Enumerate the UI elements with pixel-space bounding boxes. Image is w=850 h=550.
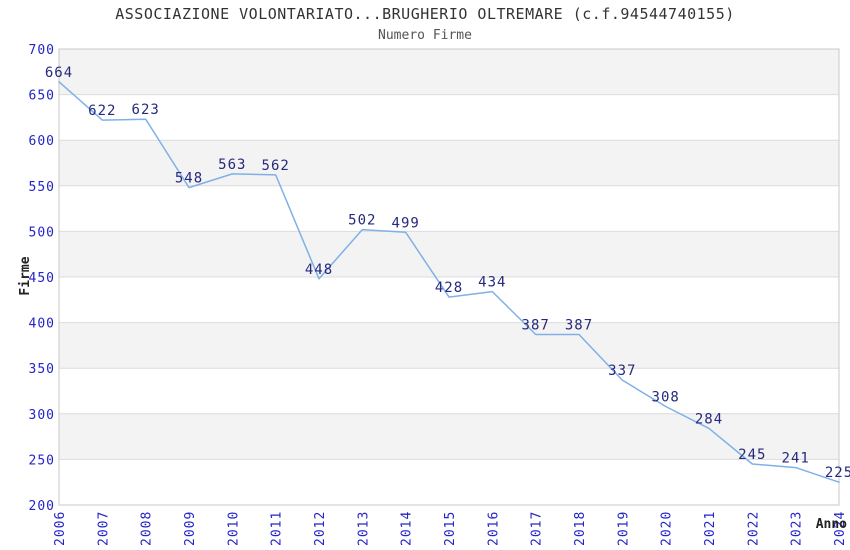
plot-band [59,459,839,505]
series-polyline [58,81,840,483]
data-label: 241 [782,451,810,467]
data-label: 308 [652,390,680,406]
data-label: 225 [825,465,850,481]
x-tick-label: 2009 [183,511,198,546]
x-tick-label: 2006 [53,511,68,546]
x-tick-label: 2024 [833,511,848,546]
x-tick-label: 2020 [660,511,675,546]
x-tick-label: 2014 [400,511,415,546]
y-tick-label: 450 [29,271,55,286]
plot-band [59,231,839,277]
data-label: 499 [392,215,420,231]
x-tick-label: 2023 [790,511,805,546]
y-tick-label: 650 [29,89,55,104]
y-tick-label: 550 [29,180,55,195]
plot-band [59,277,839,323]
series-line [58,81,840,483]
data-label: 502 [348,213,376,229]
plot-band [59,94,839,141]
x-axis-label: Anno [816,517,847,532]
data-label: 623 [132,102,160,118]
plot-border [58,48,840,506]
y-tick-label: 600 [29,134,55,149]
y-axis-tick-labels: 200 250 300 350 400 450 500 550 600 650 700 [29,43,55,514]
x-tick-label: 2018 [573,511,588,546]
x-axis-tick-labels: 2006 2007 2008 2009 2010 2011 2012 2013 2014 2015… [53,511,848,546]
data-label: 448 [305,262,333,278]
data-label: 337 [608,363,636,379]
data-label: 428 [435,280,463,296]
plot-band [59,140,839,186]
y-tick-label: 350 [29,362,55,377]
plot-band [59,49,839,95]
data-label: 387 [565,318,593,334]
data-labels: 664 622 623 548 563 562 448 502 499 428 434 387 387 3… [45,65,850,481]
data-label: 434 [478,275,506,291]
x-tick-label: 2022 [746,511,761,546]
x-tick-label: 2007 [96,511,111,546]
y-axis-label: Firme [18,256,33,295]
plot-band [59,322,839,369]
plot-bands [59,49,839,505]
data-label: 245 [738,447,766,463]
chart-subtitle: Numero Firme [378,28,472,43]
data-label: 562 [262,158,290,174]
y-tick-label: 700 [29,43,55,58]
x-tick-label: 2011 [270,511,285,546]
y-tick-label: 400 [29,317,55,332]
y-tick-label: 300 [29,408,55,423]
data-label: 563 [218,157,246,173]
x-tick-label: 2016 [486,511,501,546]
data-label: 387 [522,318,550,334]
plot-band [59,413,839,460]
data-label: 622 [88,103,116,119]
plot-band [59,368,839,414]
x-tick-label: 2010 [226,511,241,546]
plot-border-rect [58,48,840,506]
x-tick-label: 2013 [356,511,371,546]
x-tick-label: 2017 [530,511,545,546]
x-tick-label: 2019 [616,511,631,546]
x-tick-label: 2012 [313,511,328,546]
data-label: 548 [175,171,203,187]
y-tick-label: 250 [29,453,55,468]
chart-title: ASSOCIAZIONE VOLONTARIATO...BRUGHERIO OL… [115,5,735,23]
x-tick-label: 2021 [703,511,718,546]
gridlines [59,94,839,460]
y-tick-label: 500 [29,225,55,240]
plot-band [59,185,839,232]
data-label: 664 [45,65,73,81]
data-label: 284 [695,411,723,427]
x-tick-label: 2008 [140,511,155,546]
x-tick-label: 2015 [443,511,458,546]
y-tick-label: 200 [29,499,55,514]
